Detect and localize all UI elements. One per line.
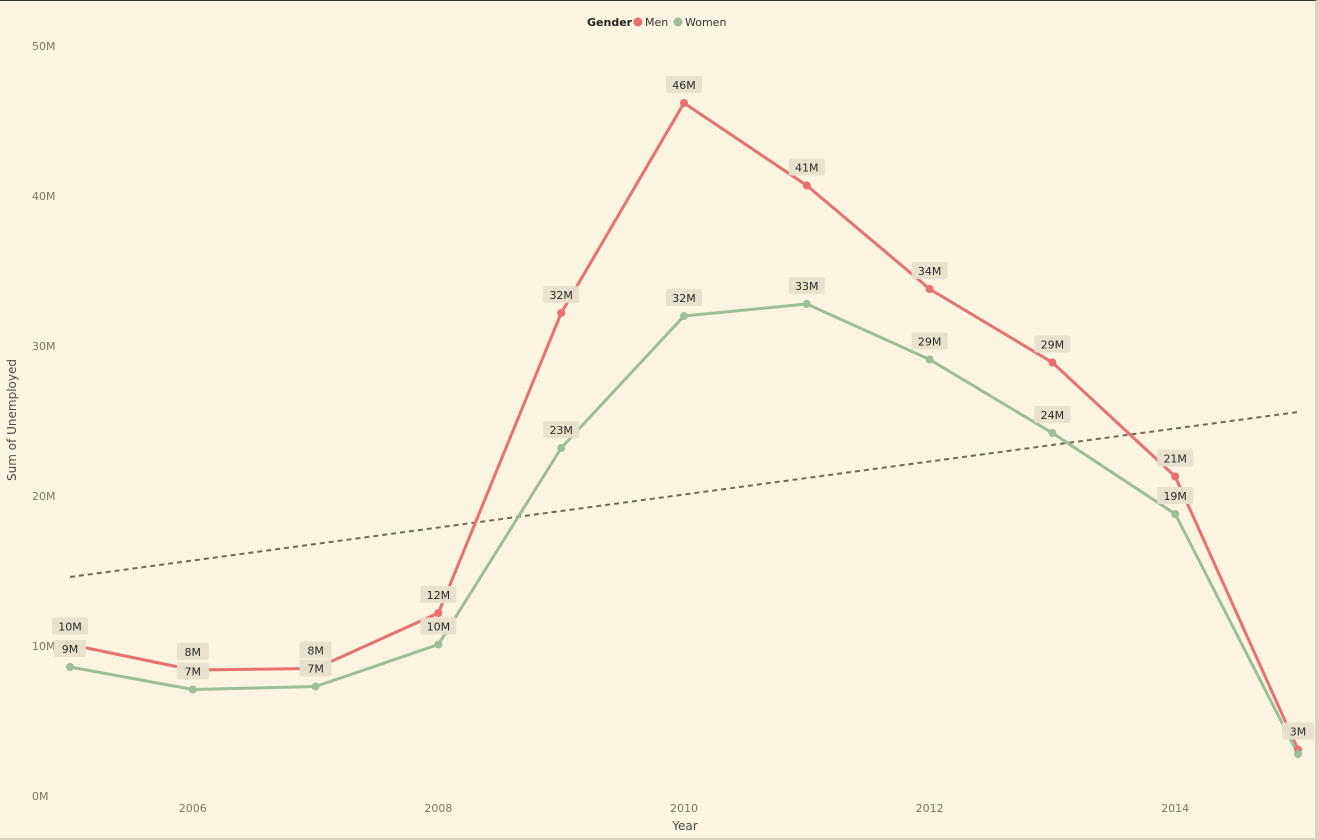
data-point-women[interactable] [434,640,443,649]
data-label-bg [1034,335,1071,353]
series-line-women [69,302,1300,755]
data-label-bg [543,286,580,303]
data-label-women: 33M [795,280,819,293]
data-point-women[interactable] [188,685,197,694]
data-point-men[interactable] [802,181,811,190]
data-label-bg [1034,406,1071,423]
data-point-men[interactable] [680,99,688,107]
data-label-men: 29M [1041,339,1065,352]
data-label-men: 46M [672,79,696,92]
data-label-bg [54,640,86,657]
data-label-women: 7M [307,663,324,676]
y-tick-label: 0M [32,790,49,803]
y-tick-label: 10M [32,640,56,653]
data-label-women: 24M [1041,409,1065,422]
data-label-bg [176,643,209,660]
plot-area: 10M 8M 8M 12M 32M 46M 41M 34M 29M 21M 3M 9M 7M 7M 10M 2… [52,76,1314,758]
data-label-bg [666,76,702,93]
x-tick-label: 2010 [670,802,698,815]
data-label-men: 21M [1163,453,1187,466]
data-point-women[interactable] [802,300,811,308]
data-label-bg [543,421,580,438]
x-axis: 2006 2008 2010 2012 2014 [179,802,1189,815]
x-tick-label: 2012 [916,802,944,815]
y-tick-label: 30M [32,340,56,353]
x-tick-label: 2008 [424,802,452,815]
data-point-women[interactable] [1048,429,1057,437]
data-label-bg [52,617,88,635]
x-axis-title: Year [671,819,697,833]
data-point-women[interactable] [1294,750,1302,758]
series-line-men [69,101,1300,751]
data-label-bg [788,277,825,294]
data-label-bg [1282,722,1314,740]
data-point-women[interactable] [557,444,566,452]
data-label-bg [666,289,702,306]
y-tick-label: 50M [32,40,56,53]
data-label-bg [911,262,948,279]
x-tick-label: 2006 [179,802,207,815]
legend-marker-women [673,17,683,27]
legend-label-men[interactable]: Men [645,16,668,29]
data-point-women[interactable] [680,312,688,320]
data-label-men: 12M [427,589,451,602]
data-point-men[interactable] [557,309,566,317]
data-label-bg [299,659,332,677]
legend-marker-men [633,17,643,27]
legend-label-women[interactable]: Women [685,16,726,29]
data-label-women: 32M [672,292,696,305]
data-label-women: 19M [1163,490,1187,503]
y-tick-label: 20M [32,490,56,503]
data-label-bg [911,332,948,350]
data-label-women: 10M [427,621,451,634]
data-label-men: 8M [185,646,202,659]
trend-line [69,411,1299,578]
data-label-men: 32M [549,289,573,302]
data-label-bg [788,158,825,176]
legend[interactable]: Gender Men Women [587,16,726,29]
x-tick-label: 2014 [1161,802,1189,815]
data-label-bg [420,617,457,635]
data-label-men: 41M [795,162,819,175]
data-point-women[interactable] [66,663,74,671]
data-label-men: 8M [307,645,324,658]
data-label-men: 3M [1290,726,1307,739]
data-label-bg [1157,449,1194,467]
data-label-bg [420,586,457,603]
data-label-women: 29M [918,336,942,349]
data-point-women[interactable] [311,682,320,691]
data-point-women[interactable] [925,355,934,364]
legend-title: Gender [587,16,633,29]
y-axis-title: Sum of Unemployed [5,359,19,481]
data-point-men[interactable] [1048,358,1057,367]
data-label-women: 7M [185,666,202,679]
data-point-men[interactable] [434,609,443,617]
data-label-women: 23M [549,424,573,437]
data-point-men[interactable] [1171,472,1180,481]
y-axis: 0M 10M 20M 30M 40M 50M [32,40,56,803]
data-label-women: 9M [62,643,79,656]
data-label-men: 10M [58,621,82,634]
data-label-bg [1157,487,1194,504]
data-label-bg [176,662,209,680]
data-label-men: 34M [918,265,942,278]
data-label-bg [299,641,332,659]
y-tick-label: 40M [32,190,56,203]
data-point-men[interactable] [925,285,934,293]
data-point-women[interactable] [1171,510,1180,518]
